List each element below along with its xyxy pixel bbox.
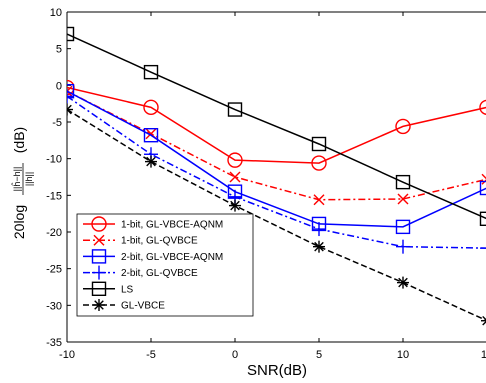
y-tick-label: -15 xyxy=(46,190,62,202)
legend-marker xyxy=(91,281,107,296)
legend-item: 2-bit, GL-QVBCE xyxy=(83,265,198,280)
data-point xyxy=(229,199,241,212)
y-tick-label: 10 xyxy=(50,7,62,19)
y-label-prefix: 20log xyxy=(11,205,27,239)
legend-marker xyxy=(91,216,107,232)
data-point xyxy=(396,239,410,254)
data-point xyxy=(395,118,411,135)
data-point xyxy=(143,64,159,80)
legend-label: 1-bit, GL-VBCE-AQNM xyxy=(121,220,223,231)
legend-items: 1-bit, GL-VBCE-AQNM 1-bit, GL-QVBCE 2-bit,… xyxy=(83,216,223,312)
data-point xyxy=(481,315,486,326)
series-line xyxy=(67,90,486,228)
x-tick-label: 15 xyxy=(481,349,486,361)
data-point xyxy=(479,180,486,196)
series-group xyxy=(67,26,486,326)
y-tick-label: -10 xyxy=(46,154,62,166)
data-point xyxy=(397,276,409,289)
y-tick-label: -5 xyxy=(52,117,62,129)
x-axis-label: SNR(dB) xyxy=(247,362,307,379)
data-point xyxy=(480,247,486,249)
legend: 1-bit, GL-VBCE-AQNM 1-bit, GL-QVBCE 2-bit,… xyxy=(76,213,254,317)
data-point xyxy=(227,102,243,117)
data-point xyxy=(397,193,409,205)
legend-label: 2-bit, GL-VBCE-AQNM xyxy=(121,252,223,263)
data-point xyxy=(67,89,74,104)
legend-marker xyxy=(91,249,107,264)
x-tick-label: -5 xyxy=(146,349,156,361)
y-tick-label: -35 xyxy=(46,337,62,349)
y-tick-label: -25 xyxy=(46,264,62,276)
legend-item: 1-bit, GL-VBCE-AQNM xyxy=(83,216,223,232)
legend-marker xyxy=(93,234,105,246)
data-point xyxy=(143,99,159,116)
data-point xyxy=(395,219,411,235)
x-tick-label: 10 xyxy=(397,349,409,361)
series-6 xyxy=(67,103,486,326)
data-point xyxy=(479,99,486,115)
data-point xyxy=(395,174,411,190)
legend-item: GL-VBCE xyxy=(83,299,165,312)
series-line xyxy=(67,33,486,220)
data-point xyxy=(311,155,327,171)
axes: -10 -5 0 5 10 15 10 5 0 -5 -10 -15 -20 -25 -30 -35 xyxy=(46,7,486,361)
legend-label: LS xyxy=(121,284,134,295)
data-point xyxy=(67,103,73,116)
data-point xyxy=(67,26,75,42)
data-point xyxy=(479,211,486,227)
x-tick-label: -10 xyxy=(59,349,75,361)
y-label-suffix: (dB) xyxy=(11,127,27,153)
y-label-denominator: ||h|| xyxy=(24,172,34,186)
legend-box xyxy=(76,213,254,317)
data-point xyxy=(67,83,75,99)
y-axis-label: 20log ||ĥ−h|| ||h|| (dB) xyxy=(11,127,34,239)
y-tick-label: -30 xyxy=(46,300,62,312)
series-line xyxy=(67,90,486,201)
legend-marker xyxy=(92,265,106,280)
legend-item: 2-bit, GL-VBCE-AQNM xyxy=(83,249,223,264)
data-point xyxy=(311,136,327,152)
y-tick-label: 0 xyxy=(56,80,62,92)
x-tick-label: 5 xyxy=(316,349,322,361)
series-line xyxy=(67,108,486,322)
series-line xyxy=(67,86,486,164)
legend-item: 1-bit, GL-QVBCE xyxy=(83,234,198,247)
data-point xyxy=(143,127,159,143)
data-point xyxy=(227,152,243,168)
data-point xyxy=(229,171,241,183)
data-point xyxy=(312,222,326,237)
legend-label: 1-bit, GL-QVBCE xyxy=(121,236,198,247)
data-point xyxy=(481,173,486,185)
series-5 xyxy=(67,26,486,227)
data-point xyxy=(67,85,73,97)
legend-label: GL-VBCE xyxy=(121,301,165,312)
y-label-numerator: ||ĥ−h|| xyxy=(11,167,22,192)
legend-label: 2-bit, GL-QVBCE xyxy=(121,268,198,279)
y-tick-label: 5 xyxy=(56,44,62,56)
data-point xyxy=(313,240,325,253)
series-line xyxy=(67,95,486,249)
legend-marker xyxy=(93,299,105,311)
data-point xyxy=(145,155,157,168)
legend-item: LS xyxy=(83,281,134,296)
data-point xyxy=(313,194,325,206)
x-tick-label: 0 xyxy=(232,349,238,361)
y-tick-label: -20 xyxy=(46,227,62,239)
